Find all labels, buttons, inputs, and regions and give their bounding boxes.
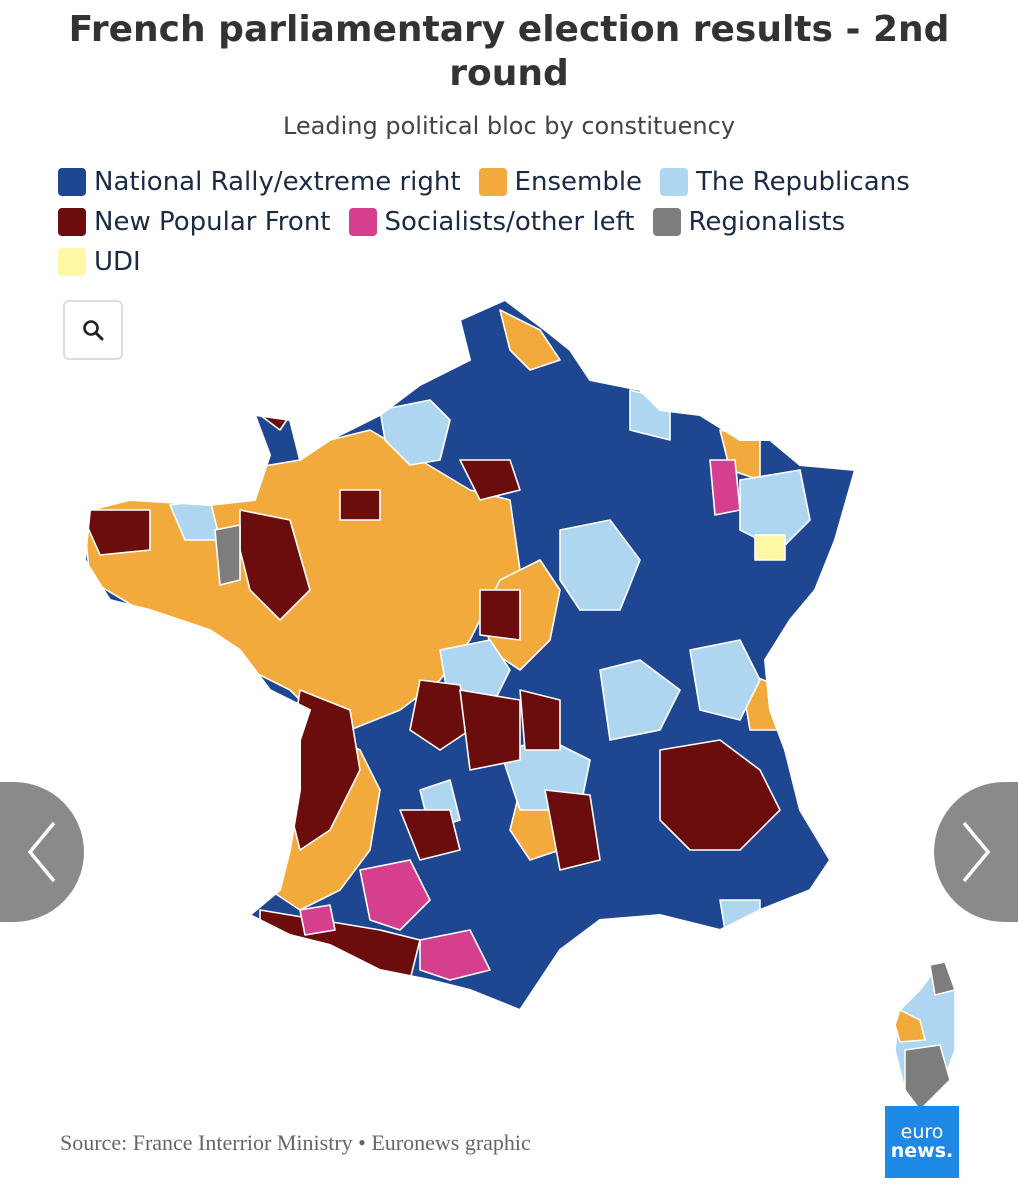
legend-label: Regionalists — [688, 207, 846, 237]
map-area[interactable] — [0, 290, 1018, 1140]
euronews-logo: euro news. — [885, 1106, 959, 1178]
logo-line-1: euro — [900, 1121, 944, 1143]
legend-swatch — [652, 208, 681, 236]
legend-item-socialists: Socialists/other left — [348, 207, 635, 237]
legend-item-national-rally: National Rally/extreme right — [58, 167, 461, 197]
legend-item-regionalists: Regionalists — [652, 207, 846, 237]
search-icon — [83, 320, 104, 341]
legend-label: New Popular Front — [94, 207, 331, 237]
legend-label: National Rally/extreme right — [94, 167, 461, 197]
legend-label: Socialists/other left — [384, 207, 635, 237]
legend-swatch — [660, 168, 689, 196]
legend-label: UDI — [94, 247, 141, 277]
zoom-button[interactable] — [63, 300, 123, 360]
legend-swatch — [58, 168, 86, 196]
logo-line-2: news. — [890, 1140, 954, 1162]
france-map[interactable] — [0, 290, 1018, 1140]
legend-swatch — [348, 208, 377, 236]
corsica[interactable] — [894, 960, 956, 1112]
chart-subtitle: Leading political bloc by constituency — [282, 112, 736, 140]
source-note: Source: France Interrior Ministry • Euro… — [60, 1130, 531, 1155]
legend: National Rally/extreme right Ensemble Th… — [58, 162, 998, 282]
legend-label: The Republicans — [696, 167, 910, 197]
chevron-left-icon — [27, 821, 56, 883]
legend-label: Ensemble — [514, 167, 643, 197]
legend-swatch — [58, 248, 86, 276]
legend-item-republicans: The Republicans — [660, 167, 910, 197]
legend-item-ensemble: Ensemble — [478, 167, 643, 197]
chart-title: French parliamentary election results - … — [68, 9, 950, 94]
chevron-right-icon — [962, 821, 991, 883]
legend-item-udi: UDI — [58, 247, 141, 277]
legend-swatch — [58, 208, 86, 236]
legend-item-new-popular-front: New Popular Front — [58, 207, 331, 237]
legend-swatch — [478, 168, 507, 196]
